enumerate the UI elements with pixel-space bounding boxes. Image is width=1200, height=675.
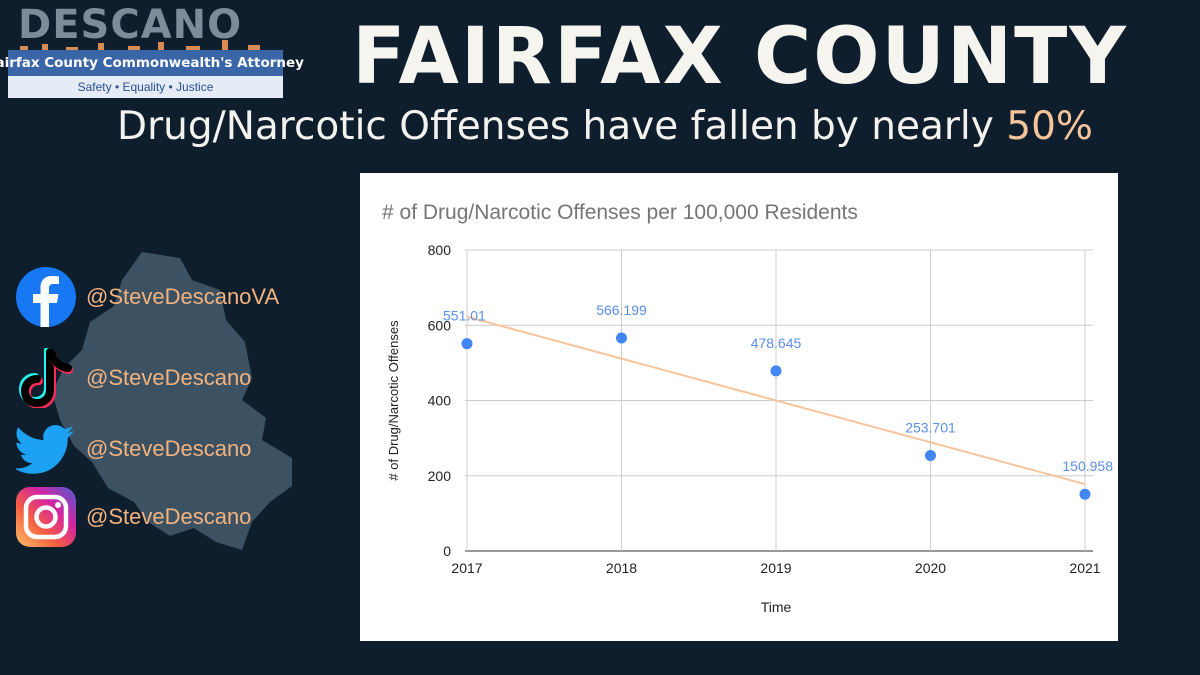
chart-card: # of Drug/Narcotic Offenses per 100,000 … (360, 173, 1118, 641)
descano-logo: DESCANO Fairfax County Commonwealth's At… (0, 2, 304, 98)
y-tick-label: 600 (428, 317, 452, 333)
subtitle-highlight: 50% (1006, 104, 1093, 149)
data-point (461, 338, 473, 350)
x-tick-label: 2017 (451, 560, 482, 576)
twitter-handle: @SteveDescano (86, 436, 252, 461)
tiktok-handle: @SteveDescano (86, 365, 252, 390)
logo-banner: Fairfax County Commonwealth's Attorney (0, 50, 304, 76)
scatter-chart: # of Drug/Narcotic Offenses per 100,000 … (382, 201, 1113, 615)
y-tick-label: 0 (443, 543, 451, 559)
subtitle-text: Drug/Narcotic Offenses have fallen by ne… (117, 104, 1007, 149)
data-point (1079, 488, 1091, 500)
x-tick-label: 2020 (915, 560, 946, 576)
page-title: FAIRFAX COUNTY (352, 12, 1128, 102)
y-tick-label: 200 (428, 468, 452, 484)
trendline (466, 315, 1086, 486)
data-label: 253.701 (905, 420, 956, 436)
page-subtitle: Drug/Narcotic Offenses have fallen by ne… (60, 100, 1150, 154)
instagram-icon (16, 487, 76, 547)
y-tick-label: 800 (428, 242, 452, 258)
tiktok-icon (16, 348, 76, 408)
data-label: 478.645 (751, 335, 802, 351)
x-tick-label: 2018 (606, 560, 637, 576)
data-point (770, 365, 782, 377)
county-map-silhouette (52, 252, 292, 550)
y-axis-label: # of Drug/Narcotic Offenses (386, 320, 401, 481)
data-point (925, 450, 936, 462)
x-tick-label: 2021 (1069, 560, 1100, 576)
x-axis-label: Time (761, 599, 792, 615)
instagram-handle: @SteveDescano (86, 504, 252, 529)
twitter-icon (16, 419, 76, 479)
data-label: 551.01 (443, 308, 486, 324)
social-tiktok[interactable]: @SteveDescano (16, 348, 251, 408)
data-label: 150.958 (1062, 458, 1113, 474)
data-point (616, 332, 627, 344)
social-facebook[interactable]: @SteveDescanoVA (16, 267, 279, 327)
social-instagram[interactable]: @SteveDescano (16, 487, 251, 547)
logo-tagline: Safety • Equality • Justice (8, 76, 283, 98)
y-tick-label: 400 (428, 393, 452, 409)
facebook-handle: @SteveDescanoVA (86, 284, 280, 309)
x-tick-label: 2019 (760, 560, 791, 576)
logo-wordmark: DESCANO (18, 2, 243, 48)
chart-title: # of Drug/Narcotic Offenses per 100,000 … (382, 201, 858, 224)
data-label: 566.199 (596, 302, 647, 318)
social-twitter[interactable]: @SteveDescano (16, 419, 251, 479)
facebook-icon (16, 267, 76, 327)
